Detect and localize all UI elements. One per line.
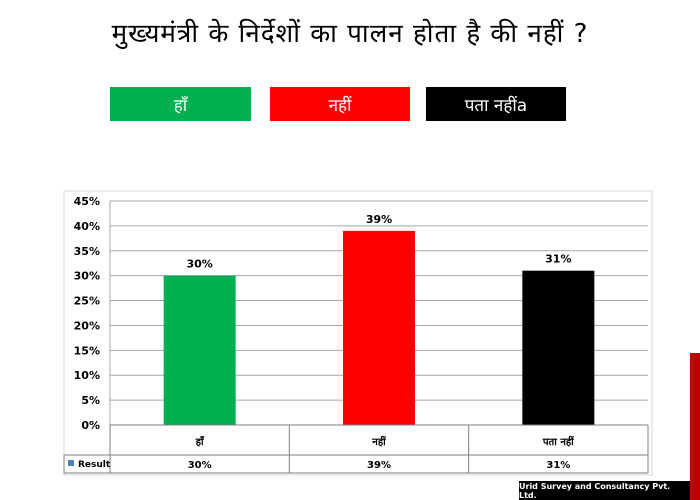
legend-yes: हाँ xyxy=(110,87,251,121)
page-title: मुख्यमंत्री के निर्देशों का पालन होता है… xyxy=(111,19,589,49)
y-tick-label: 10% xyxy=(74,369,100,382)
bar xyxy=(163,275,236,425)
legend-no: नहीं xyxy=(270,87,410,121)
bar xyxy=(343,230,415,425)
bar xyxy=(522,270,595,425)
y-tick-label: 45% xyxy=(74,195,100,208)
y-tick-label: 20% xyxy=(74,319,100,332)
data-label: 30% xyxy=(186,258,212,271)
x-tick-label: पता नहीं xyxy=(542,435,574,448)
table-value: 39% xyxy=(367,460,391,471)
y-tick-label: 35% xyxy=(74,245,100,258)
table-value: 30% xyxy=(188,460,212,471)
y-tick-labels: 0% 5% 10% 15% 20% 25% 30% 35% 40% 45% xyxy=(74,195,100,432)
table-value: 31% xyxy=(546,460,570,471)
data-table: हाँ 30% नहीं 39% पता नहीं 31% Result xyxy=(63,424,649,474)
y-tick-label: 15% xyxy=(74,344,100,357)
legend-dont-know: पता नहींa xyxy=(426,87,566,121)
right-accent xyxy=(690,0,700,500)
bars xyxy=(163,230,595,425)
series-label: Result xyxy=(78,460,111,470)
data-label: 39% xyxy=(366,213,392,226)
x-tick-label: नहीं xyxy=(371,435,386,448)
y-tick-label: 30% xyxy=(74,270,100,283)
data-labels: 30% 39% 31% xyxy=(186,213,571,271)
y-tick-label: 5% xyxy=(81,394,100,407)
y-tick-label: 40% xyxy=(74,220,100,233)
data-label: 31% xyxy=(545,253,571,266)
y-tick-label: 0% xyxy=(81,419,100,432)
chart-frame xyxy=(63,190,653,476)
series-marker xyxy=(68,460,74,466)
y-tick-label: 25% xyxy=(74,295,100,308)
x-tick-label: हाँ xyxy=(195,435,205,448)
footer-credit: Urid Survey and Consultancy Pvt. Ltd. xyxy=(519,481,690,500)
